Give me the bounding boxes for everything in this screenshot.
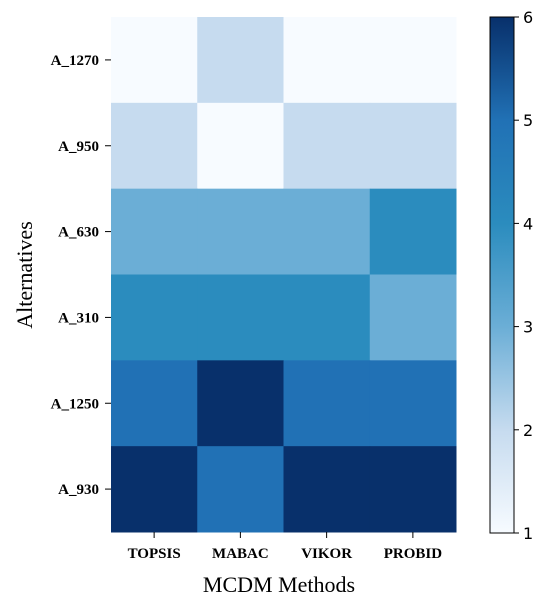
x-tick-label: TOPSIS — [128, 546, 181, 562]
y-tick-label: A_630 — [58, 225, 99, 241]
y-tick-label: A_950 — [58, 139, 99, 155]
x-tick-label: VIKOR — [301, 546, 352, 562]
x-tick-labels: TOPSIS MABAC VIKOR PROBID — [128, 532, 443, 562]
colorbar-ticks: 1 2 3 4 5 6 — [514, 8, 533, 543]
heatmap-cell — [197, 274, 284, 361]
heatmap-cell — [197, 446, 284, 533]
y-tick-labels: A_1270 A_950 A_630 A_310 A_1250 A_930 — [51, 53, 111, 498]
heatmap-cell — [369, 188, 457, 275]
colorbar-tick-label: 1 — [523, 524, 533, 543]
colorbar-tick-label: 5 — [523, 111, 533, 130]
colorbar-tick-label: 3 — [523, 318, 533, 337]
heatmap-cell — [283, 17, 371, 104]
heatmap-cell — [283, 360, 371, 447]
heatmap-cell — [111, 102, 198, 190]
x-tick-label: MABAC — [212, 546, 269, 562]
heatmap-cell — [111, 274, 198, 361]
heatmap-cell — [283, 102, 371, 190]
colorbar-tick-label: 6 — [523, 8, 533, 27]
heatmap-cell — [369, 446, 457, 533]
heatmap-cell — [369, 360, 457, 447]
colorbar-tick-label: 2 — [523, 421, 533, 440]
heatmap-cell — [283, 188, 371, 275]
heatmap-cell — [197, 102, 284, 190]
heatmap-cell — [369, 102, 457, 190]
y-tick-label: A_1250 — [51, 396, 99, 412]
x-axis-label: MCDM Methods — [203, 572, 355, 597]
heatmap-cell — [111, 188, 198, 275]
y-tick-label: A_930 — [58, 482, 99, 498]
heatmap-cell — [111, 446, 198, 533]
heatmap-cell — [197, 360, 284, 447]
heatmap-cell — [111, 360, 198, 447]
colorbar-tick-label: 4 — [523, 214, 533, 233]
heatmap-cell — [283, 274, 371, 361]
y-tick-label: A_310 — [58, 310, 99, 326]
y-tick-label: A_1270 — [51, 53, 99, 69]
y-axis-label: Alternatives — [12, 221, 37, 329]
heatmap-cell — [197, 188, 284, 275]
x-tick-label: PROBID — [384, 546, 443, 562]
heatmap-cell — [369, 17, 457, 104]
heatmap-cell — [111, 17, 198, 104]
heatmap-cell — [369, 274, 457, 361]
heatmap-cell — [283, 446, 371, 533]
colorbar — [489, 16, 515, 534]
heatmap-cell — [197, 17, 284, 104]
heatmap-cells — [111, 17, 457, 533]
